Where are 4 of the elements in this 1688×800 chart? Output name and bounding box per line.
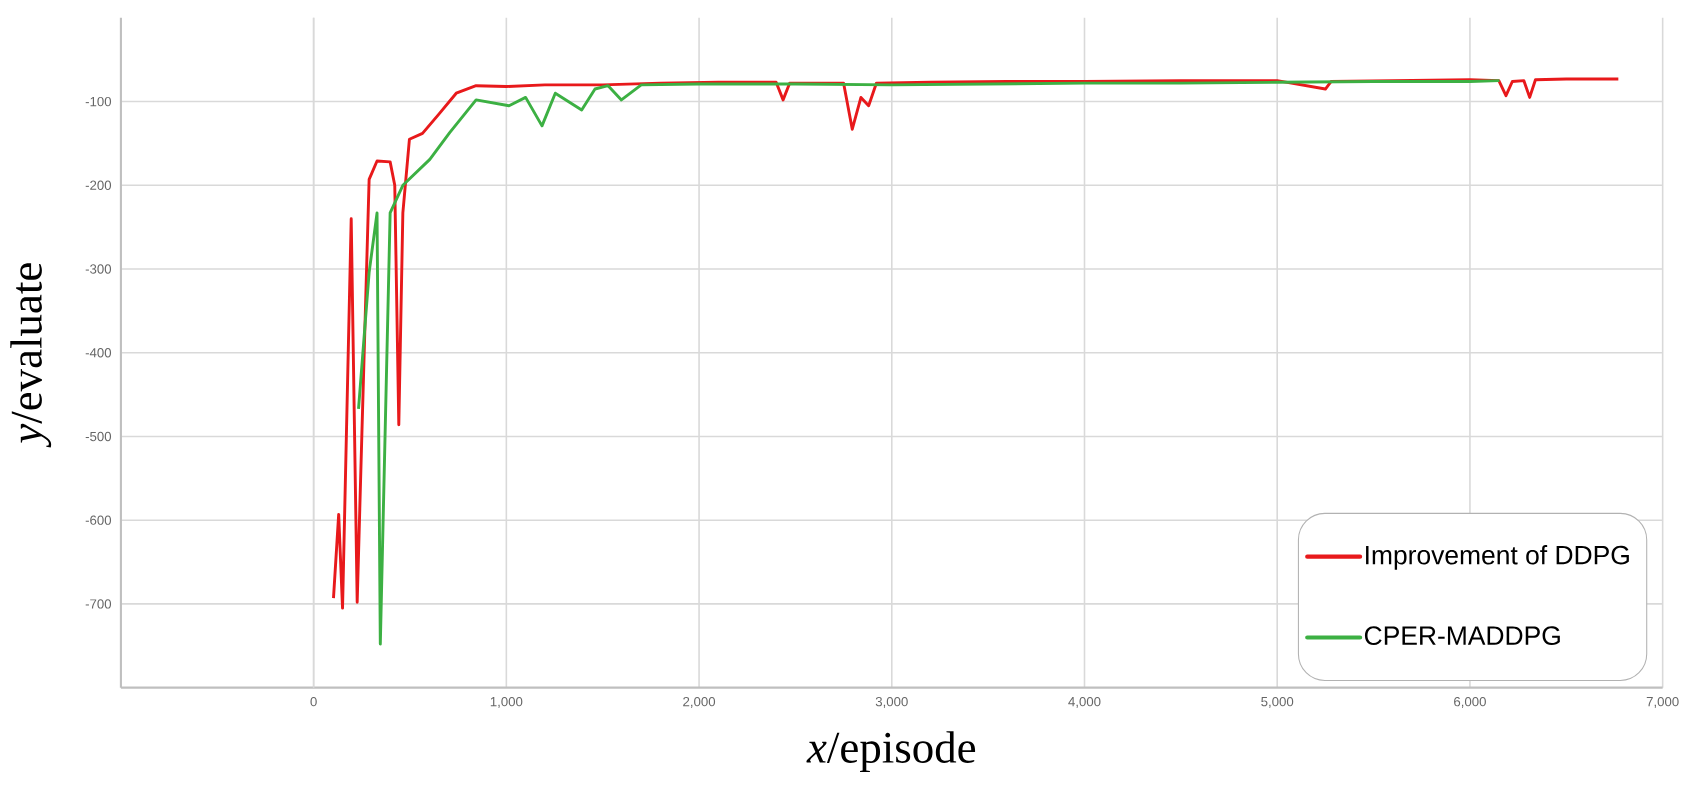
y-axis-title: y/evaluate	[10, 262, 52, 448]
legend-label: Improvement of DDPG	[1366, 544, 1629, 570]
legend-label: CPER-MADDPG	[1364, 626, 1560, 645]
x-axis-title: x/episode	[806, 731, 976, 772]
